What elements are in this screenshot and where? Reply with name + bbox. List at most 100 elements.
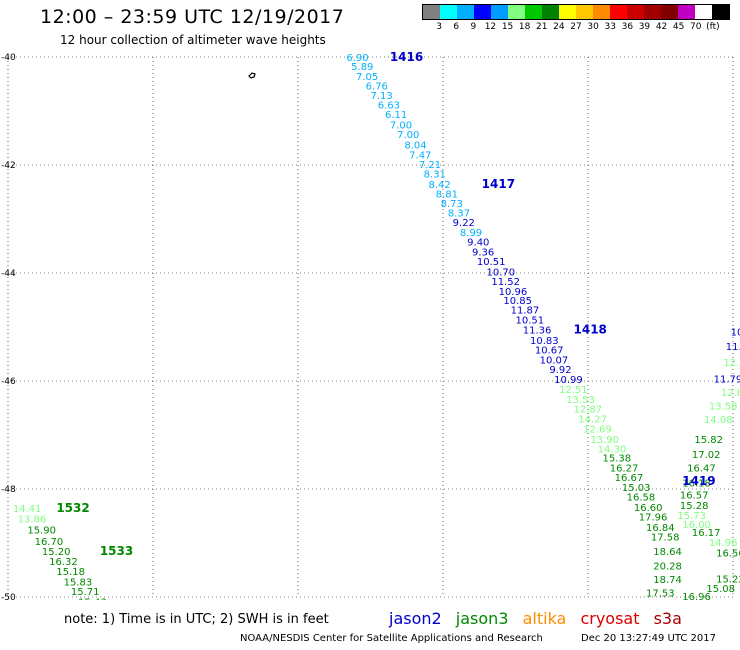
wave-height-value: 6.90 (346, 53, 368, 64)
wave-height-value: 11.36 (523, 326, 552, 337)
scale-swatch (610, 5, 627, 19)
wave-height-value: 11. (726, 342, 740, 353)
wave-height-value: 17.58 (651, 533, 680, 544)
scale-swatch (559, 5, 576, 19)
altimeter-map: -40-42-44-46-48-50-15-12-9-6-30 6.905.89… (1, 50, 740, 600)
wave-height-value: 10.83 (530, 336, 559, 347)
wave-height-value: 15.18 (56, 567, 85, 578)
island-outline (248, 72, 256, 79)
wave-height-value: 10 (731, 327, 740, 338)
scale-label: 27 (570, 22, 582, 32)
wave-height-value: 7.47 (409, 151, 431, 162)
orbit-rev-label: 1416 (390, 50, 423, 64)
wave-height-value: 8.73 (441, 199, 463, 210)
wave-height-value: 16.32 (49, 557, 78, 568)
scale-swatch (593, 5, 610, 19)
legend-cryosat: cryosat (580, 609, 640, 628)
wave-height-value: 14.30 (598, 445, 627, 456)
scale-swatch (542, 5, 559, 19)
wave-height-value: 7.00 (397, 130, 419, 141)
wave-height-value: 18.64 (653, 547, 682, 558)
map-grid (7, 56, 734, 598)
wave-height-value: 16.27 (610, 463, 639, 474)
scale-label: 30 (587, 22, 599, 32)
lat-label: -50 (1, 593, 16, 600)
wave-height-value: 6.63 (378, 101, 400, 112)
scale-swatch (661, 5, 678, 19)
wave-height-value: 7.00 (390, 121, 412, 132)
wave-height-value: 13.53 (566, 395, 595, 406)
scale-swatch (491, 5, 508, 19)
wave-height-value: 7.05 (356, 72, 378, 83)
wave-height-color-scale (422, 4, 730, 20)
scale-swatch (474, 5, 491, 19)
scale-label: 45 (672, 22, 685, 32)
scale-label: 70 (690, 22, 702, 32)
wave-height-value: 11.87 (511, 306, 540, 317)
wave-height-value: 9.92 (549, 365, 571, 376)
wave-height-value: 7.13 (371, 91, 393, 102)
orbit-rev-label: 1418 (574, 323, 607, 337)
wave-height-value: 13.58 (709, 401, 738, 412)
scale-swatch (423, 5, 440, 19)
generated-timestamp: Dec 20 13:27:49 UTC 2017 (581, 633, 716, 644)
lat-label: -40 (1, 53, 16, 63)
scale-swatch (644, 5, 661, 19)
wave-height-value: 16.57 (680, 490, 709, 501)
wave-height-values: 6.905.897.056.767.136.636.117.007.008.04… (13, 53, 740, 600)
wave-height-value: 15.20 (42, 547, 71, 558)
wave-height-value: 15.38 (603, 454, 632, 465)
wave-height-value: 8.04 (404, 140, 426, 151)
scale-swatch (678, 5, 695, 19)
lat-label: -48 (1, 485, 16, 495)
wave-height-value: 8.31 (424, 170, 446, 181)
orbit-revolution-labels: 1416 1417 1418 1419 1532 1533 (56, 50, 715, 558)
scale-swatch (627, 5, 644, 19)
scale-swatch (508, 5, 525, 19)
wave-height-value: 15.28 (680, 501, 709, 512)
wave-height-value: 16.67 (615, 473, 644, 484)
wave-height-value: 10.96 (499, 287, 528, 298)
wave-height-value: 10.85 (503, 296, 532, 307)
wave-height-value: 15.83 (64, 577, 93, 588)
scale-label: 18 (518, 22, 531, 32)
wave-height-value: 14.96 (709, 538, 738, 549)
wave-height-value: 10.67 (535, 346, 564, 357)
wave-height-value: 7.21 (419, 160, 441, 171)
wave-height-value: 10.51 (477, 257, 506, 268)
wave-height-value: 11.79 (714, 374, 740, 385)
scale-swatch (525, 5, 542, 19)
orbit-rev-label: 1419 (682, 474, 715, 488)
legend-s3a: s3a (653, 609, 682, 628)
legend-jason2: jason2 (389, 609, 442, 628)
lat-label: -44 (1, 269, 16, 279)
wave-height-value: 6.11 (385, 110, 407, 121)
legend-altika: altika (522, 609, 567, 628)
wave-height-value: 10.99 (554, 375, 583, 386)
wave-height-value: 16.47 (687, 463, 716, 474)
scale-label: (ft) (706, 22, 720, 32)
wave-height-value: 9.40 (467, 238, 489, 249)
wave-height-value: 15.90 (27, 526, 56, 537)
wave-height-value: 12.69 (583, 425, 612, 436)
scale-label: 12 (484, 22, 497, 32)
wave-height-value: 16.58 (627, 493, 656, 504)
wave-height-value: 11.52 (491, 277, 520, 288)
legend-jason3: jason3 (455, 609, 509, 628)
wave-height-value: 15.71 (71, 587, 100, 598)
lat-label: -42 (1, 161, 16, 171)
scale-swatch (576, 5, 593, 19)
wave-height-value: 8.42 (429, 180, 451, 191)
wave-height-value: 14.41 (13, 504, 42, 515)
wave-height-value: 8.81 (436, 190, 458, 201)
wave-height-value: 20.28 (653, 562, 682, 573)
wave-height-value: 10.51 (516, 315, 545, 326)
wave-height-value: 14.08 (704, 415, 733, 426)
wave-height-value: 15.22 (716, 575, 740, 586)
wave-height-value: 15.03 (622, 483, 651, 494)
map-axes: -40-42-44-46-48-50-15-12-9-6-30 (1, 53, 16, 600)
satellite-legend: jason2 jason3 altika cryosat s3a (389, 609, 691, 628)
wave-height-value: 15.82 (694, 435, 723, 446)
scale-label: 36 (621, 22, 634, 32)
units-note: note: 1) Time is in UTC; 2) SWH is in fe… (64, 612, 329, 627)
